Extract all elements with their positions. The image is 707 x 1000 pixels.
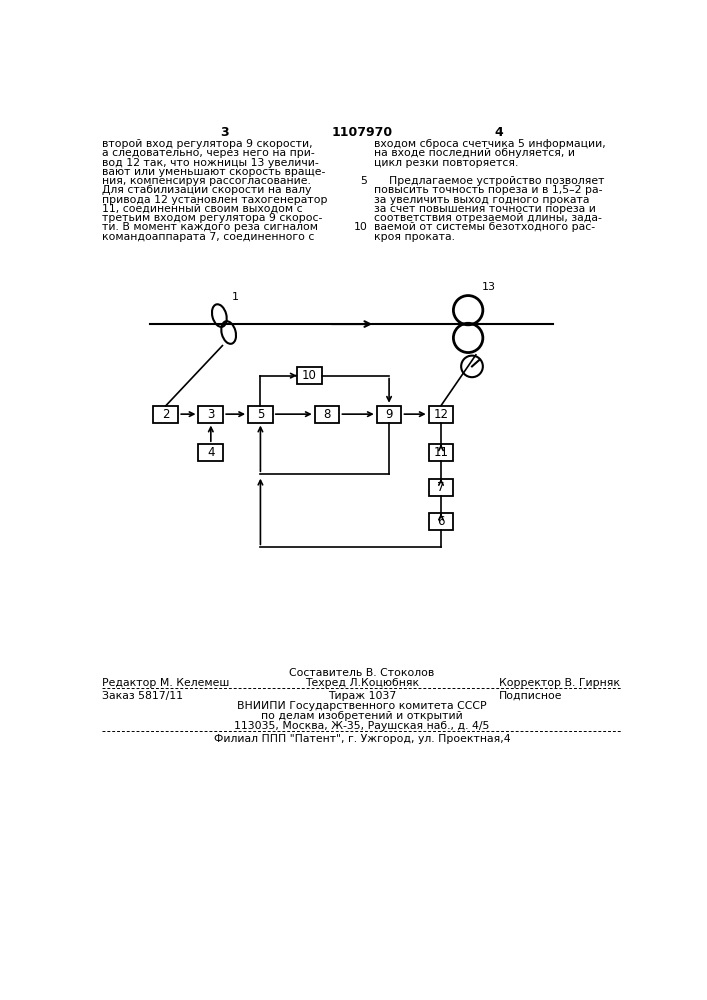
Text: входом сброса счетчика 5 информации,: входом сброса счетчика 5 информации,	[373, 139, 605, 149]
Text: вод 12 так, что ножницы 13 увеличи-: вод 12 так, что ножницы 13 увеличи-	[103, 158, 319, 168]
Text: 3: 3	[220, 126, 228, 139]
Text: Заказ 5817/11: Заказ 5817/11	[103, 691, 183, 701]
Text: повысить точность пореза и в 1,5–2 ра-: повысить точность пореза и в 1,5–2 ра-	[373, 185, 602, 195]
Text: 6: 6	[437, 515, 445, 528]
Text: 8: 8	[323, 408, 331, 421]
Text: на входе последний обнуляется, и: на входе последний обнуляется, и	[373, 148, 575, 158]
Text: Корректор В. Гирняк: Корректор В. Гирняк	[499, 678, 620, 688]
Text: 5: 5	[257, 408, 264, 421]
Text: 3: 3	[207, 408, 214, 421]
Text: Составитель В. Стоколов: Составитель В. Стоколов	[289, 668, 435, 678]
Text: 11: 11	[433, 446, 448, 459]
Text: а следовательно, через него на при-: а следовательно, через него на при-	[103, 148, 315, 158]
Text: за увеличить выход годного проката: за увеличить выход годного проката	[373, 195, 589, 205]
Text: 13: 13	[482, 282, 496, 292]
Text: 2: 2	[162, 408, 170, 421]
Text: по делам изобретений и открытий: по делам изобретений и открытий	[261, 711, 463, 721]
Bar	[428, 513, 453, 530]
Text: ВНИИПИ Государственного комитета СССР: ВНИИПИ Государственного комитета СССР	[237, 701, 486, 711]
Text: цикл резки повторяется.: цикл резки повторяется.	[373, 158, 518, 168]
Text: 10: 10	[302, 369, 317, 382]
Text: Тираж 1037: Тираж 1037	[328, 691, 396, 701]
Text: Предлагаемое устройство позволяет: Предлагаемое устройство позволяет	[389, 176, 604, 186]
Text: кроя проката.: кроя проката.	[373, 232, 455, 242]
Bar	[428, 444, 453, 461]
Text: привода 12 установлен тахогенератор: привода 12 установлен тахогенератор	[103, 195, 328, 205]
Bar	[428, 479, 453, 496]
Bar	[199, 444, 223, 461]
Text: командоаппарата 7, соединенного с: командоаппарата 7, соединенного с	[103, 232, 315, 242]
Bar	[428, 406, 453, 423]
Bar	[297, 367, 322, 384]
Text: второй вход регулятора 9 скорости,: второй вход регулятора 9 скорости,	[103, 139, 313, 149]
Text: вают или уменьшают скорость враще-: вают или уменьшают скорость враще-	[103, 167, 326, 177]
Text: за счет повышения точности пореза и: за счет повышения точности пореза и	[373, 204, 595, 214]
Text: 7: 7	[437, 481, 445, 494]
Bar	[315, 406, 339, 423]
Text: 9: 9	[385, 408, 393, 421]
Text: 5: 5	[361, 176, 368, 186]
Text: 10: 10	[354, 222, 368, 232]
Bar	[377, 406, 402, 423]
Text: Редактор М. Келемеш: Редактор М. Келемеш	[103, 678, 230, 688]
Bar	[153, 406, 178, 423]
Text: 1: 1	[232, 292, 239, 302]
Text: 113035, Москва, Ж-35, Раушская наб., д. 4/5: 113035, Москва, Ж-35, Раушская наб., д. …	[234, 721, 490, 731]
Text: 12: 12	[433, 408, 448, 421]
Text: Филиал ППП "Патент", г. Ужгород, ул. Проектная,4: Филиал ППП "Патент", г. Ужгород, ул. Про…	[214, 734, 510, 744]
Text: 4: 4	[207, 446, 215, 459]
Bar	[248, 406, 273, 423]
Text: ваемой от системы безотходного рас-: ваемой от системы безотходного рас-	[373, 222, 595, 232]
Text: 4: 4	[495, 126, 503, 139]
Text: 11, соединенный своим выходом с: 11, соединенный своим выходом с	[103, 204, 303, 214]
Text: 1107970: 1107970	[332, 126, 392, 139]
Bar	[199, 406, 223, 423]
Text: соответствия отрезаемой длины, зада-: соответствия отрезаемой длины, зада-	[373, 213, 602, 223]
Text: Подписное: Подписное	[499, 691, 563, 701]
Text: третьим входом регулятора 9 скорос-: третьим входом регулятора 9 скорос-	[103, 213, 322, 223]
Text: Для стабилизации скорости на валу: Для стабилизации скорости на валу	[103, 185, 312, 195]
Text: ния, компенсируя рассогласование.: ния, компенсируя рассогласование.	[103, 176, 311, 186]
Text: Техред Л.Коцюбняк: Техред Л.Коцюбняк	[305, 678, 419, 688]
Text: ти. В момент каждого реза сигналом: ти. В момент каждого реза сигналом	[103, 222, 318, 232]
